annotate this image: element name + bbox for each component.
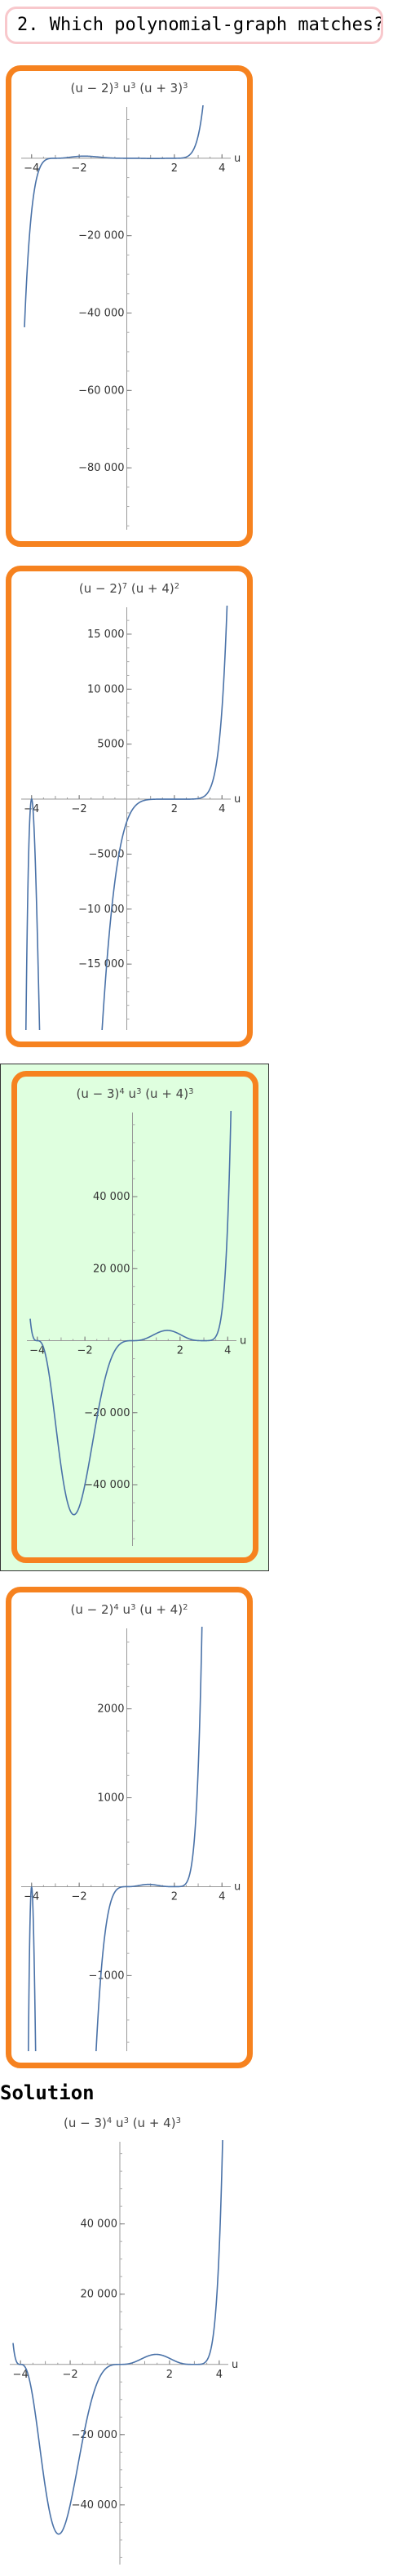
x-tick-label: 4: [219, 1890, 225, 1903]
title-factor: (u − 3): [64, 2116, 107, 2130]
x-tick-label: −4: [24, 1890, 39, 1903]
y-tick-label: −10 000: [78, 904, 124, 916]
title-factor: u: [125, 1086, 136, 1101]
y-tick-label: 5000: [97, 739, 124, 751]
y-tick-label: 15 000: [87, 628, 125, 641]
solution-heading: Solution: [0, 2081, 95, 2104]
answer-choice-a[interactable]: (u − 2)3 u3 (u + 3)3 −4 −2 2 4 u −20 000 −40 00…: [6, 65, 253, 547]
y-tick-label: −40 000: [84, 1479, 130, 1491]
y-tick-label: −20 000: [72, 2429, 117, 2441]
title-exponent: 3: [136, 1087, 141, 1096]
x-axis-label: u: [234, 153, 241, 165]
x-tick-label: −4: [24, 162, 39, 175]
title-exponent: 3: [113, 82, 118, 91]
x-tick-label: 4: [219, 803, 225, 815]
title-exponent: 3: [124, 2116, 129, 2125]
plot-title: (u − 2)7 (u + 4)2: [79, 581, 179, 596]
y-tick-label: 20 000: [81, 2289, 118, 2301]
title-exponent: 7: [122, 582, 127, 591]
x-tick-label: −2: [62, 2369, 77, 2381]
x-axis-label: u: [240, 1335, 246, 1348]
title-factor: (u + 4): [135, 1602, 183, 1617]
function-curve: [27, 1627, 203, 2051]
x-tick-label: 2: [166, 2369, 173, 2381]
title-factor: (u − 3): [77, 1086, 120, 1101]
y-tick-label: −80 000: [78, 462, 124, 474]
title-exponent: 2: [183, 1603, 188, 1612]
title-exponent: 3: [183, 82, 188, 91]
x-axis-label: u: [232, 2359, 238, 2371]
x-tick-label: 2: [171, 1890, 178, 1903]
x-tick-label: −4: [13, 2369, 29, 2381]
x-tick-label: −2: [72, 1890, 87, 1903]
y-tick-label: −1000: [89, 1970, 125, 1982]
x-tick-label: −4: [24, 803, 39, 815]
x-tick-label: 4: [219, 162, 225, 175]
question-prompt: 2. Which polynomial-graph matches?: [5, 7, 383, 44]
title-exponent: 3: [176, 2116, 181, 2125]
plot-title: (u − 2)3 u3 (u + 3)3: [71, 81, 188, 95]
title-factor: u: [119, 1602, 130, 1617]
y-tick-label: −40 000: [78, 308, 124, 320]
function-curve: [24, 105, 204, 327]
function-curve: [12, 2140, 223, 2535]
y-tick-label: 10 000: [87, 683, 125, 695]
x-tick-label: −2: [72, 162, 87, 175]
title-factor: (u + 3): [135, 81, 183, 95]
y-tick-label: 20 000: [93, 1263, 130, 1275]
function-curve: [24, 606, 228, 1030]
plot-choice-a: (u − 2)3 u3 (u + 3)3−4 −2 2 4u−20 000−40 00…: [21, 81, 241, 530]
title-factor: (u + 4): [127, 581, 174, 596]
title-exponent: 3: [130, 82, 135, 91]
x-tick-label: −2: [72, 803, 87, 815]
title-factor: u: [112, 2116, 123, 2130]
solution-plot: (u − 3)4 u3 (u + 4)3 −4 −2 2 4 u 40 000 20 000−…: [0, 2106, 245, 2576]
plot-title: (u − 3)4 u3 (u + 4)3: [64, 2116, 181, 2130]
plot-title: (u − 3)4 u3 (u + 4)3: [77, 1086, 194, 1101]
y-tick-label: −20 000: [84, 1407, 130, 1419]
x-tick-label: −2: [77, 1345, 93, 1357]
title-factor: (u − 2): [79, 581, 122, 596]
x-tick-label: 2: [171, 162, 178, 175]
answer-choice-d[interactable]: (u − 2)4 u3 (u + 4)2 −4 −2 2 4 u 2000 1000 −1000: [6, 1587, 253, 2068]
title-exponent: 3: [188, 1087, 193, 1096]
title-exponent: 2: [174, 582, 179, 591]
y-tick-label: 40 000: [93, 1191, 130, 1203]
title-factor: (u + 4): [141, 1086, 188, 1101]
y-tick-label: −5000: [89, 848, 125, 860]
x-tick-label: 2: [177, 1345, 183, 1357]
title-factor: (u − 2): [71, 81, 114, 95]
answer-choice-b[interactable]: (u − 2)7 (u + 4)2 −4 −2 2 4 u 15 000 10 000 5000…: [6, 566, 253, 1047]
function-curve: [29, 1111, 232, 1516]
x-axis-label: u: [234, 1881, 241, 1893]
title-exponent: 4: [107, 2116, 112, 2125]
x-axis-label: u: [234, 793, 241, 806]
x-tick-label: 2: [171, 803, 178, 815]
x-tick-label: 4: [216, 2369, 223, 2381]
x-tick-label: 4: [224, 1345, 231, 1357]
y-tick-label: 1000: [97, 1792, 124, 1805]
title-exponent: 4: [113, 1603, 118, 1612]
y-tick-label: −15 000: [78, 958, 124, 970]
y-tick-label: −40 000: [72, 2499, 117, 2512]
title-factor: (u + 4): [129, 2116, 176, 2130]
title-factor: u: [119, 81, 130, 95]
y-tick-label: 40 000: [81, 2218, 118, 2231]
title-exponent: 3: [130, 1603, 135, 1612]
plot-title: (u − 2)4 u3 (u + 4)2: [71, 1602, 188, 1617]
title-exponent: 4: [119, 1087, 124, 1096]
title-factor: (u − 2): [71, 1602, 114, 1617]
y-tick-label: −60 000: [78, 384, 124, 397]
answer-choice-c[interactable]: (u − 3)4 u3 (u + 4)3 −4 −2 2 4 u 40 000 20 000−…: [11, 1071, 258, 1563]
y-tick-label: 2000: [97, 1703, 124, 1716]
y-tick-label: −20 000: [78, 230, 124, 242]
x-tick-label: −4: [29, 1345, 45, 1357]
